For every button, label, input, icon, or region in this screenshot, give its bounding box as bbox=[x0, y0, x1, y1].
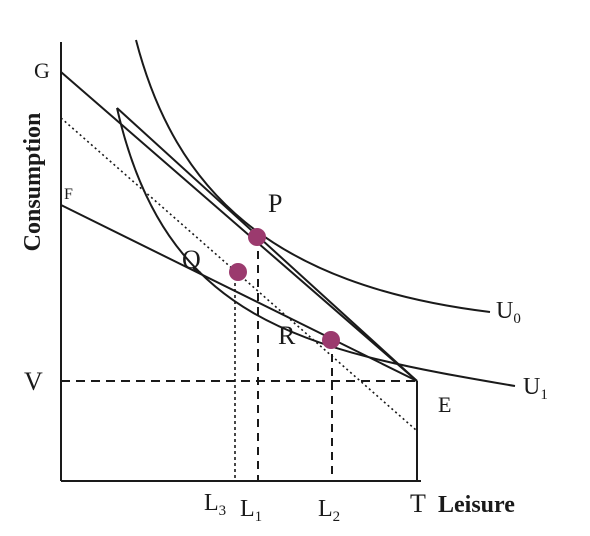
label-u1-sub: 1 bbox=[540, 387, 548, 403]
tick-l1: L1 bbox=[240, 496, 262, 525]
label-q: Q bbox=[182, 245, 201, 274]
budget-line-steep bbox=[116, 107, 418, 382]
tick-l3: L3 bbox=[204, 490, 226, 519]
tick-l1-sub: 1 bbox=[255, 509, 263, 525]
label-u0: U0 bbox=[496, 298, 521, 327]
budget-line-g bbox=[60, 71, 418, 382]
label-p: P bbox=[268, 189, 282, 218]
tick-l2-sub: 2 bbox=[333, 509, 341, 525]
label-u0-main: U bbox=[496, 298, 513, 324]
tick-l3-main: L bbox=[204, 490, 219, 516]
label-u1: U1 bbox=[523, 374, 548, 403]
label-t: T bbox=[410, 489, 426, 518]
label-r: R bbox=[278, 321, 296, 350]
point-q-marker bbox=[229, 263, 247, 281]
x-axis-title: Leisure bbox=[438, 492, 515, 518]
tick-l2: L2 bbox=[318, 496, 340, 525]
label-u0-sub: 0 bbox=[513, 311, 521, 327]
budget-line-f bbox=[60, 204, 418, 382]
tick-l2-main: L bbox=[318, 496, 333, 522]
y-axis-title: Consumption bbox=[20, 113, 46, 252]
label-e: E bbox=[438, 392, 451, 417]
label-v: V bbox=[24, 367, 43, 396]
tick-l3-sub: 3 bbox=[219, 503, 227, 519]
label-u1-main: U bbox=[523, 374, 540, 400]
point-p-marker bbox=[248, 228, 266, 246]
point-r-marker bbox=[322, 331, 340, 349]
label-f: F bbox=[64, 186, 73, 203]
label-g: G bbox=[34, 58, 50, 83]
tick-l1-main: L bbox=[240, 496, 255, 522]
indifference-curve-u0 bbox=[135, 39, 491, 313]
indifference-curve-u1 bbox=[116, 107, 516, 387]
